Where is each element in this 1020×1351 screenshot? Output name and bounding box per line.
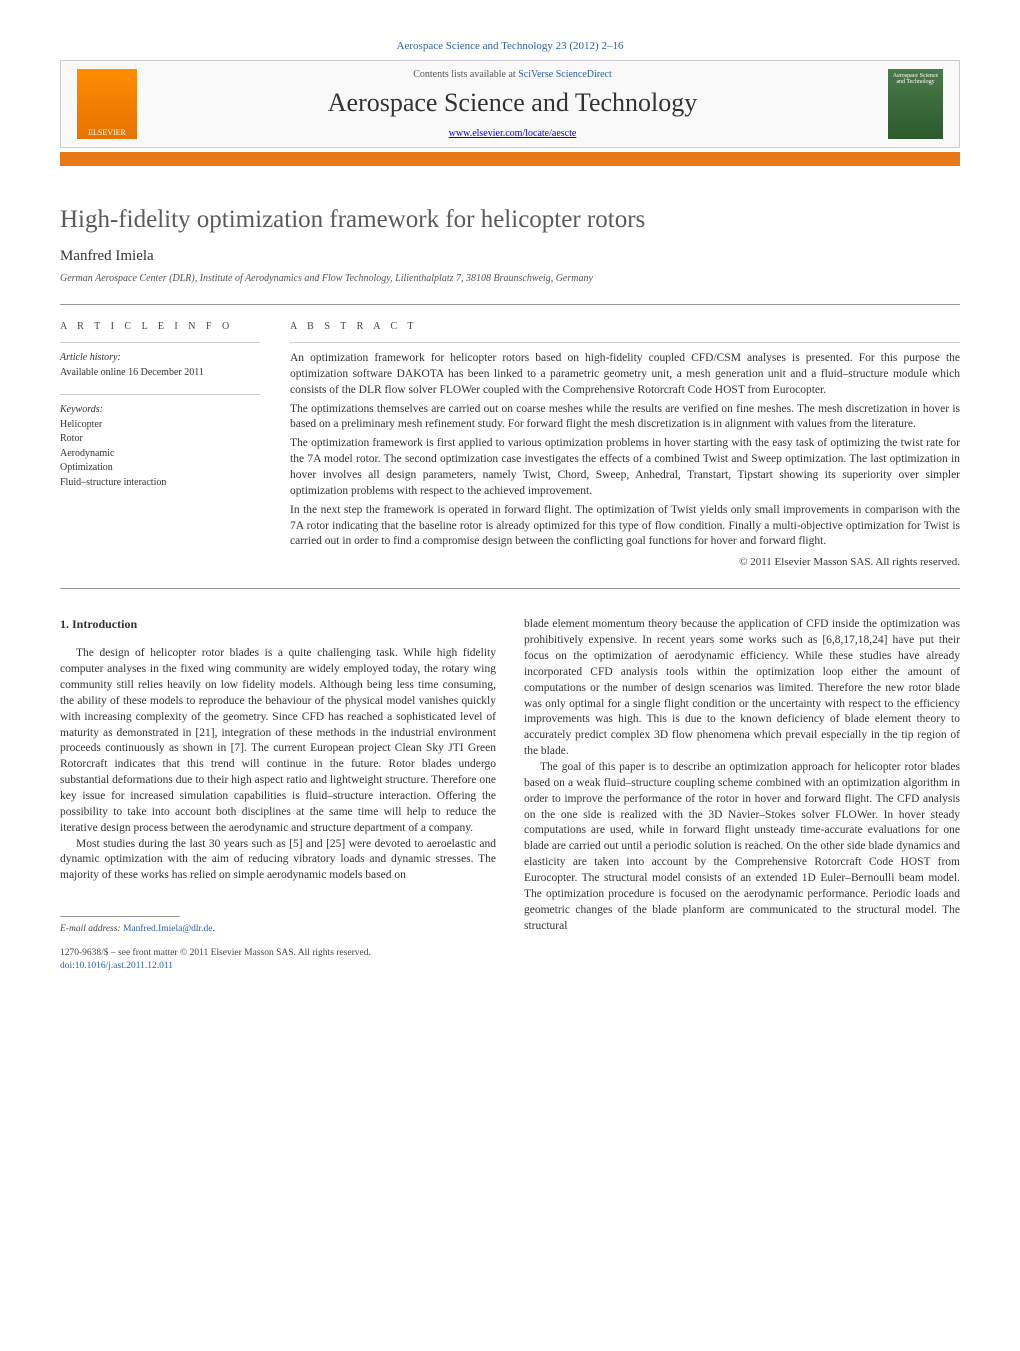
journal-header-box: ELSEVIER Contents lists available at Sci…: [60, 60, 960, 148]
history-online-date: Available online 16 December 2011: [60, 367, 204, 378]
author-name: Manfred Imiela: [60, 248, 960, 265]
keyword-item: Optimization: [60, 461, 260, 476]
page-root: Aerospace Science and Technology 23 (201…: [0, 0, 1020, 1013]
abstract-column: A B S T R A C T An optimization framewor…: [290, 321, 960, 568]
section-heading-intro: 1. Introduction: [60, 617, 496, 632]
footer-block: E-mail address: Manfred.Imiela@dlr.de. 1…: [60, 916, 496, 973]
info-divider-2: [60, 394, 260, 395]
abstract-copyright: © 2011 Elsevier Masson SAS. All rights r…: [290, 556, 960, 568]
author-affiliation: German Aerospace Center (DLR), Institute…: [60, 273, 960, 284]
abstract-para: In the next step the framework is operat…: [290, 503, 960, 551]
intro-para: blade element momentum theory because th…: [524, 617, 960, 760]
keyword-item: Rotor: [60, 432, 260, 447]
intro-para: The design of helicopter rotor blades is…: [60, 646, 496, 836]
email-line: E-mail address: Manfred.Imiela@dlr.de.: [60, 923, 496, 936]
abstract-para: The optimizations themselves are carried…: [290, 402, 960, 434]
elsevier-logo: ELSEVIER: [77, 69, 137, 139]
article-history-block: Article history: Available online 16 Dec…: [60, 351, 260, 380]
body-left-column: 1. Introduction The design of helicopter…: [60, 617, 496, 973]
email-label: E-mail address:: [60, 924, 123, 934]
journal-url[interactable]: www.elsevier.com/locate/aescte: [137, 128, 888, 139]
intro-para: The goal of this paper is to describe an…: [524, 760, 960, 934]
sciencedirect-link[interactable]: SciVerse ScienceDirect: [518, 69, 612, 80]
journal-url-link[interactable]: www.elsevier.com/locate/aescte: [449, 128, 577, 139]
keywords-block: Keywords: Helicopter Rotor Aerodynamic O…: [60, 403, 260, 490]
abstract-text: An optimization framework for helicopter…: [290, 351, 960, 550]
abstract-label: A B S T R A C T: [290, 321, 960, 332]
doi-link[interactable]: doi:10.1016/j.ast.2011.12.011: [60, 961, 173, 971]
header-center: Contents lists available at SciVerse Sci…: [137, 69, 888, 139]
journal-title: Aerospace Science and Technology: [137, 88, 888, 118]
abstract-divider: [290, 342, 960, 343]
info-divider-1: [60, 342, 260, 343]
body-two-column: 1. Introduction The design of helicopter…: [60, 617, 960, 973]
keywords-label: Keywords:: [60, 404, 103, 415]
abstract-para: An optimization framework for helicopter…: [290, 351, 960, 399]
footer-divider: [60, 916, 180, 917]
history-label: Article history:: [60, 352, 121, 363]
doi-line: doi:10.1016/j.ast.2011.12.011: [60, 960, 496, 973]
article-info-column: A R T I C L E I N F O Article history: A…: [60, 321, 260, 568]
contents-prefix: Contents lists available at: [413, 69, 518, 80]
accent-bar: [60, 152, 960, 166]
cover-text: Aerospace Science and Technology: [893, 73, 938, 85]
journal-cover-thumbnail: Aerospace Science and Technology: [888, 69, 943, 139]
info-abstract-row: A R T I C L E I N F O Article history: A…: [60, 305, 960, 588]
body-right-column: blade element momentum theory because th…: [524, 617, 960, 973]
intro-para: Most studies during the last 30 years su…: [60, 837, 496, 885]
elsevier-logo-text: ELSEVIER: [88, 128, 126, 137]
article-title: High-fidelity optimization framework for…: [60, 206, 960, 234]
author-email-link[interactable]: Manfred.Imiela@dlr.de: [123, 924, 212, 934]
abstract-para: The optimization framework is first appl…: [290, 436, 960, 499]
keyword-item: Aerodynamic: [60, 447, 260, 462]
running-head-citation: Aerospace Science and Technology 23 (201…: [60, 40, 960, 52]
contents-available-line: Contents lists available at SciVerse Sci…: [137, 69, 888, 80]
article-info-label: A R T I C L E I N F O: [60, 321, 260, 332]
mid-rule: [60, 588, 960, 589]
keyword-item: Helicopter: [60, 418, 260, 433]
keyword-item: Fluid–structure interaction: [60, 476, 260, 491]
issn-line: 1270-9638/$ – see front matter © 2011 El…: [60, 947, 496, 960]
